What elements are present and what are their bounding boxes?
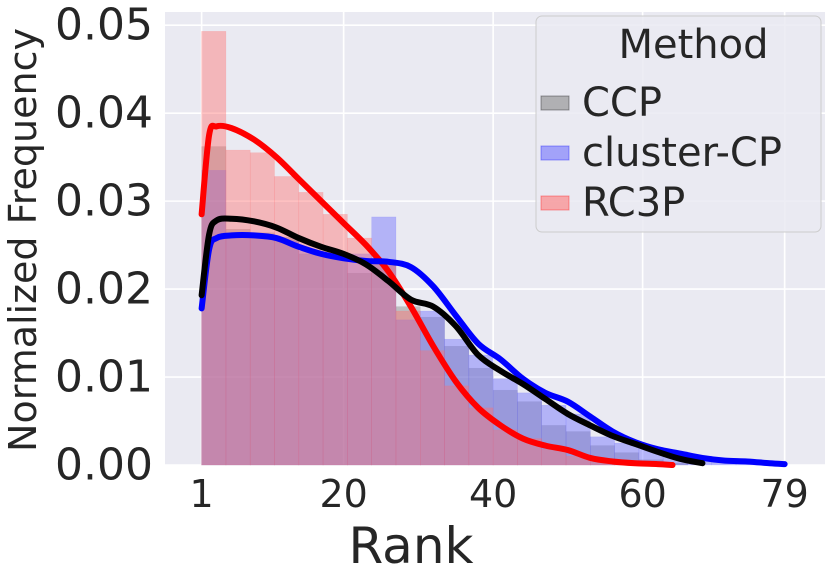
legend-swatch-cluster-cp — [540, 145, 570, 161]
kde-line-ccp — [198, 215, 706, 467]
bar-ccp-2 — [249, 232, 275, 466]
legend-swatch-ccp — [540, 95, 570, 111]
x-tick-label-60: 60 — [618, 472, 666, 516]
bar-ccp-5 — [322, 255, 348, 466]
bar-ccp-0 — [201, 146, 227, 466]
bar-ccp-13 — [517, 401, 542, 466]
x-tick-label-40: 40 — [469, 472, 517, 516]
bar-rc3p-10 — [444, 385, 470, 466]
kde-line-rc3p — [198, 122, 676, 468]
y-tick-label-0.00: 0.00 — [55, 440, 153, 491]
bar-ccp-1 — [225, 229, 251, 466]
bar-cluster-cp-13 — [517, 392, 542, 466]
bar-ccp-8 — [395, 306, 421, 466]
bar-ccp-7 — [371, 260, 397, 466]
y-tick-label-0.01: 0.01 — [55, 352, 153, 403]
y-axis-label: Normalized Frequency — [1, 28, 45, 452]
histogram-ccp — [201, 146, 688, 466]
bar-cluster-cp-8 — [395, 319, 421, 466]
x-tick-label-79: 79 — [760, 472, 808, 516]
bar-rc3p-1 — [225, 149, 251, 466]
x-axis-label: Rank — [349, 517, 474, 568]
bar-cluster-cp-5 — [322, 253, 348, 466]
y-tick-labels: 0.00 0.01 0.02 0.03 0.04 0.05 — [55, 0, 153, 491]
bar-ccp-4 — [298, 253, 324, 466]
bar-ccp-6 — [347, 272, 372, 466]
y-tick-label-0.03: 0.03 — [55, 176, 153, 227]
bar-cluster-cp-2 — [249, 235, 275, 466]
bar-rc3p-8 — [395, 310, 421, 466]
legend-label-cluster-cp: cluster-CP — [582, 130, 782, 176]
bar-rc3p-2 — [249, 152, 275, 466]
bar-rc3p-9 — [420, 350, 445, 466]
legend-swatch-rc3p — [540, 195, 570, 211]
bar-ccp-3 — [274, 236, 300, 466]
bar-rc3p-3 — [274, 176, 300, 466]
bar-ccp-12 — [492, 389, 518, 466]
bar-cluster-cp-9 — [420, 310, 445, 466]
legend-label-rc3p: RC3P — [582, 180, 685, 226]
legend-title: Method — [618, 22, 768, 68]
bar-cluster-cp-1 — [225, 234, 251, 466]
x-tick-label-20: 20 — [319, 472, 367, 516]
bar-rc3p-4 — [298, 192, 324, 466]
x-tick-label-1: 1 — [190, 472, 214, 516]
kde-curves — [198, 122, 788, 468]
y-tick-label-0.04: 0.04 — [55, 88, 153, 139]
legend-label-ccp: CCP — [582, 80, 662, 126]
bar-cluster-cp-14 — [541, 404, 567, 466]
kde-line-cluster-cp — [198, 232, 788, 468]
legend-box — [535, 15, 822, 233]
bar-rc3p-6 — [347, 237, 372, 466]
bar-rc3p-7 — [371, 262, 397, 466]
bar-cluster-cp-6 — [347, 253, 372, 466]
bar-cluster-cp-4 — [298, 251, 324, 466]
x-tick-labels: 1 20 40 60 79 — [190, 472, 809, 516]
bar-cluster-cp-10 — [444, 338, 470, 466]
y-tick-label-0.05: 0.05 — [55, 0, 153, 51]
y-tick-label-0.02: 0.02 — [55, 264, 153, 315]
